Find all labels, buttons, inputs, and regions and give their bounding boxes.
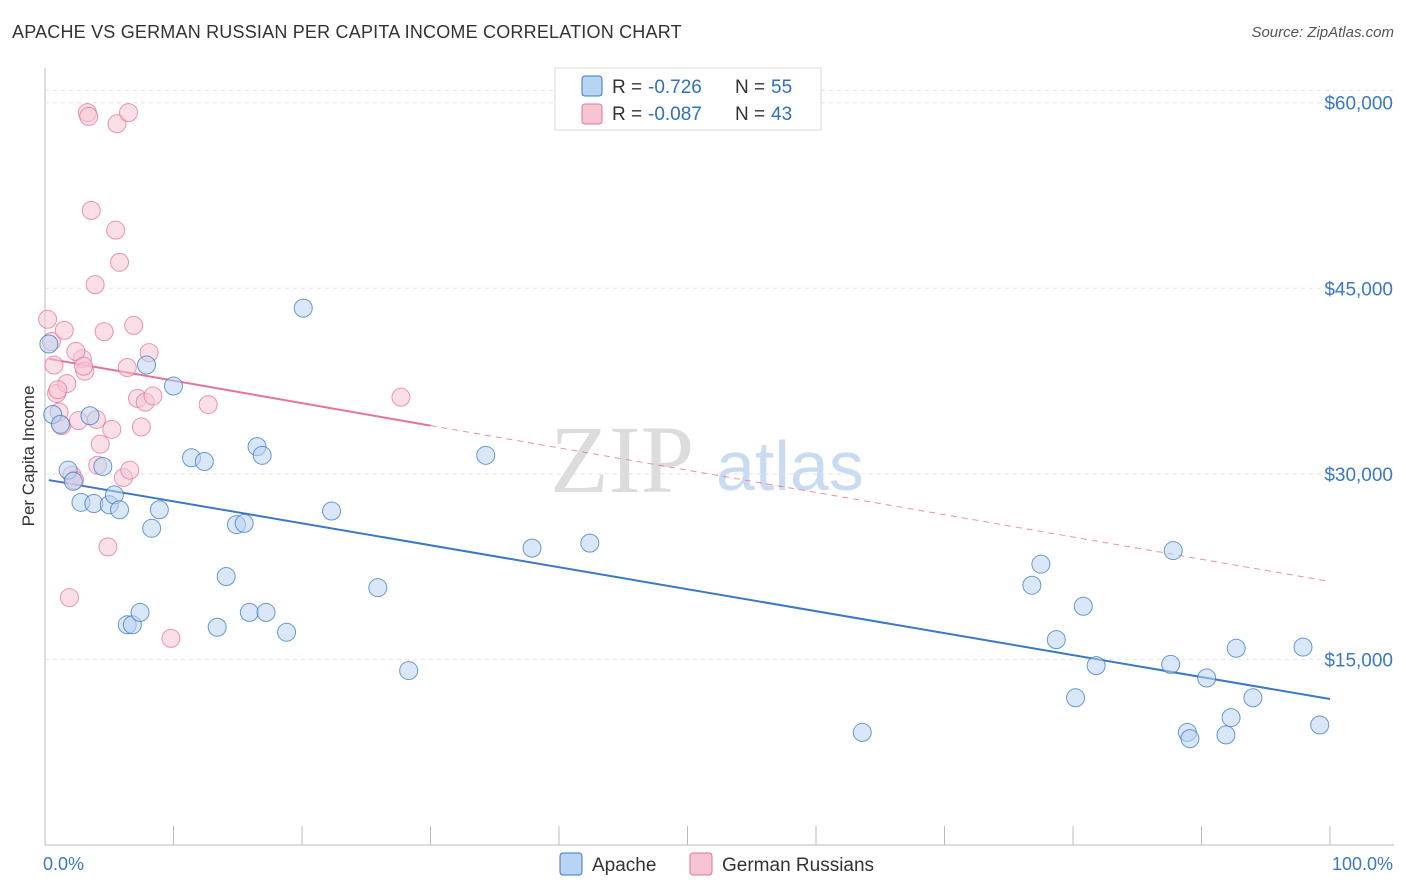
source-label: Source: ZipAtlas.com: [1251, 24, 1394, 41]
y-axis-label: Per Capita Income: [19, 386, 38, 527]
point-german-russians: [131, 417, 151, 437]
point-german-russians: [44, 355, 64, 375]
point-apache: [63, 471, 83, 491]
point-german-russians: [59, 588, 79, 608]
point-german-russians: [110, 252, 130, 272]
legend-r-label-1: R =: [612, 77, 642, 98]
point-apache: [252, 445, 272, 465]
legend-r-label-2: R =: [612, 104, 642, 125]
point-apache: [1216, 725, 1236, 745]
point-german-russians: [74, 356, 94, 376]
point-apache: [1293, 637, 1313, 657]
point-apache: [1022, 575, 1042, 595]
legend-box: R = -0.726 N = 55 R = -0.087 N = 43: [554, 67, 822, 131]
legend-n-label-2: N =: [735, 104, 765, 125]
point-german-russians: [143, 386, 163, 406]
point-german-russians: [120, 460, 140, 480]
point-apache: [322, 501, 342, 521]
point-apache: [277, 622, 297, 642]
x-tick-label-max: 100.0%: [1332, 854, 1393, 874]
point-apache: [130, 602, 150, 622]
point-apache: [194, 452, 214, 471]
trend-line-apache: [48, 479, 1331, 701]
point-apache: [256, 602, 276, 622]
legend-n-label-1: N =: [735, 77, 765, 98]
y-tick-label: $45,000: [1324, 279, 1393, 300]
point-apache: [93, 456, 113, 476]
point-apache: [1197, 668, 1217, 688]
point-apache: [137, 355, 157, 375]
bottom-legend-swatch-apache: [559, 852, 583, 876]
point-german-russians: [48, 380, 68, 400]
watermark-atlas: atlas: [716, 427, 864, 505]
point-apache: [476, 445, 496, 465]
point-german-russians: [124, 315, 144, 335]
legend-n-value-german-russians: 43: [771, 104, 792, 125]
point-apache: [142, 518, 162, 538]
legend-swatch-apache: [581, 75, 603, 97]
point-german-russians: [107, 114, 127, 134]
point-german-russians: [66, 341, 86, 361]
point-apache: [1046, 630, 1066, 650]
point-apache: [399, 661, 419, 681]
point-apache: [1086, 656, 1106, 676]
legend-r-value-german-russians: -0.087: [648, 104, 702, 125]
point-apache: [216, 567, 236, 587]
y-tick-label: $60,000: [1324, 94, 1393, 115]
point-german-russians: [106, 220, 126, 240]
point-apache: [1243, 688, 1263, 708]
point-german-russians: [38, 309, 58, 329]
legend-swatch-german-russians: [581, 103, 603, 125]
point-apache: [293, 298, 313, 318]
point-apache: [1066, 688, 1086, 708]
bottom-legend: Apache German Russians: [559, 852, 874, 876]
point-apache: [1221, 708, 1241, 728]
point-german-russians: [102, 419, 122, 439]
legend-r-value-apache: -0.726: [648, 77, 702, 98]
point-german-russians: [161, 628, 181, 648]
point-apache: [234, 513, 254, 533]
point-german-russians: [81, 200, 101, 220]
point-apache: [1073, 596, 1093, 616]
x-tick-label-min: 0.0%: [43, 854, 84, 874]
point-apache: [1226, 638, 1246, 658]
point-apache: [110, 500, 130, 520]
point-apache: [207, 617, 227, 637]
point-german-russians: [54, 320, 74, 340]
point-german-russians: [85, 275, 105, 295]
point-apache: [522, 538, 542, 558]
point-german-russians: [90, 434, 110, 454]
chart-title: APACHE VS GERMAN RUSSIAN PER CAPITA INCO…: [12, 22, 682, 42]
point-apache: [164, 376, 183, 396]
point-apache: [149, 500, 169, 520]
point-apache: [50, 414, 70, 434]
point-apache: [368, 578, 388, 598]
legend-n-value-apache: 55: [771, 77, 792, 98]
point-apache: [1161, 654, 1181, 674]
point-apache: [39, 334, 59, 354]
point-german-russians: [119, 103, 139, 123]
point-german-russians: [198, 395, 218, 415]
y-tick-label: $30,000: [1324, 465, 1393, 486]
point-apache: [580, 533, 600, 553]
point-german-russians: [391, 387, 411, 407]
point-apache: [852, 722, 872, 742]
watermark-zip: ZIP: [550, 406, 694, 513]
point-apache: [1310, 715, 1330, 735]
point-apache: [1180, 729, 1200, 749]
point-german-russians: [94, 322, 114, 342]
trend-line-german-russians: [48, 357, 431, 427]
bottom-legend-label-apache: Apache: [592, 855, 656, 876]
bottom-legend-swatch-german-russians: [689, 852, 713, 876]
point-apache: [1031, 554, 1051, 574]
point-apache: [1163, 541, 1183, 561]
bottom-legend-label-german-russians: German Russians: [722, 855, 874, 876]
point-apache: [239, 602, 259, 622]
point-german-russians: [98, 537, 118, 557]
point-german-russians: [79, 106, 99, 126]
point-german-russians: [117, 357, 137, 377]
y-tick-label: $15,000: [1324, 650, 1393, 671]
point-apache: [80, 406, 100, 426]
